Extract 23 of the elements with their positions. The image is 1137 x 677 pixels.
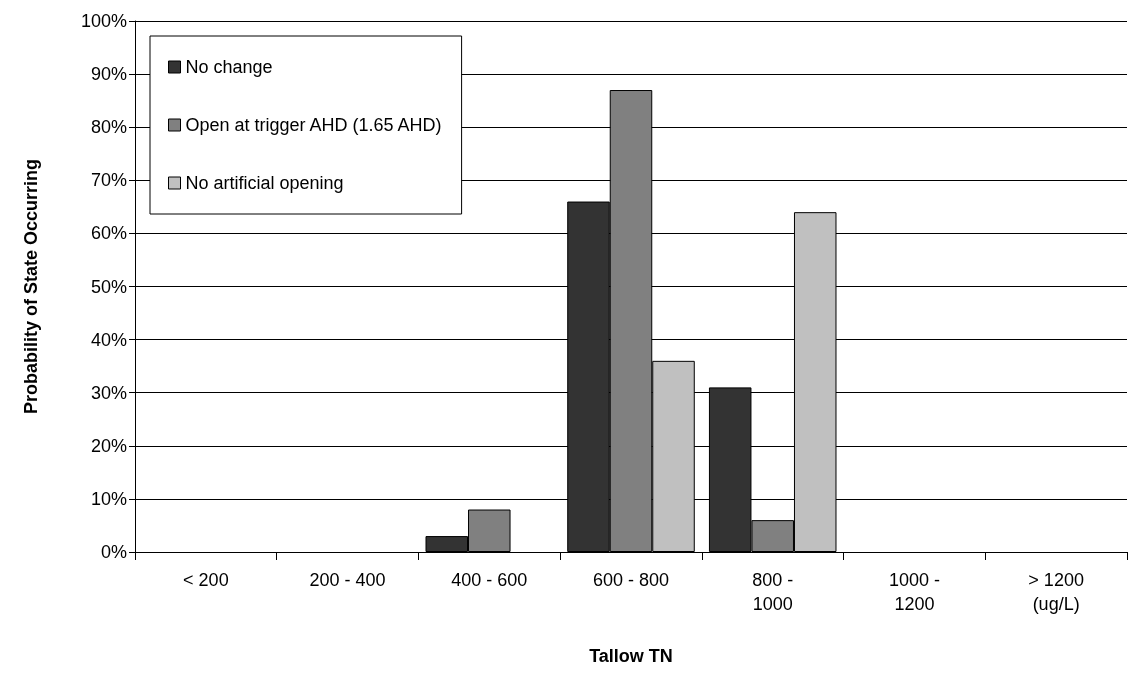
legend-label: Open at trigger AHD (1.65 AHD)	[185, 115, 442, 135]
y-tick-label: 10%	[90, 488, 127, 509]
legend-label: No change	[185, 57, 273, 77]
y-tick-label: 80%	[90, 117, 127, 138]
y-tick-label: 60%	[90, 223, 127, 244]
x-tick-label: > 1200 (ug/L)	[1028, 570, 1084, 614]
y-tick-label: 70%	[90, 170, 127, 191]
x-tick-label: 800 - 1000	[752, 570, 794, 614]
y-tick-label: 30%	[90, 382, 127, 403]
y-axis-title: Probability of State Occurring	[21, 158, 41, 415]
y-tick-label: 0%	[100, 542, 127, 562]
x-tick-label: 400 - 600	[451, 570, 528, 590]
y-tick-label: 40%	[90, 329, 127, 350]
y-tick-label: 20%	[90, 435, 127, 456]
x-tick-label: < 200	[183, 570, 229, 590]
x-axis-title: Tallow TN	[589, 646, 673, 666]
y-tick-label: 50%	[90, 276, 127, 297]
y-tick-label: 100%	[80, 11, 127, 31]
x-tick-label: 200 - 400	[309, 570, 386, 590]
legend-label: No artificial opening	[185, 173, 344, 193]
x-tick-label: 1000 - 1200	[888, 570, 940, 614]
y-tick-label: 90%	[90, 64, 127, 85]
x-tick-label: 600 - 800	[592, 570, 670, 590]
